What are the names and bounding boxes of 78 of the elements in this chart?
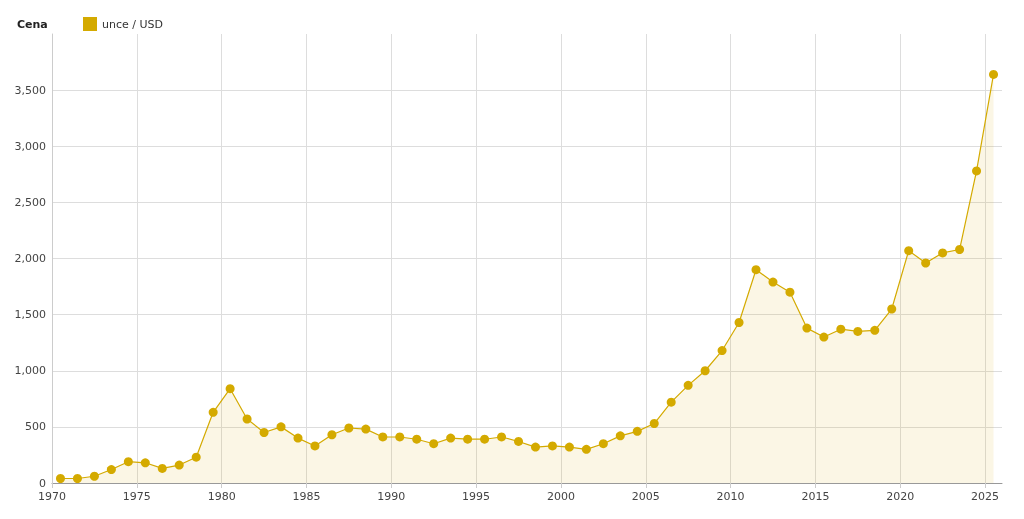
y-tick-label: 500 — [25, 420, 46, 434]
y-tick-label: 2,500 — [14, 195, 46, 209]
x-tick-label: 1980 — [207, 490, 236, 503]
point — [259, 427, 269, 437]
x-tick-label: 1985 — [292, 490, 321, 503]
point — [666, 397, 676, 407]
point — [361, 424, 371, 434]
y-tick-label: 3,000 — [14, 139, 46, 153]
point — [106, 465, 116, 475]
point — [157, 463, 167, 473]
point — [378, 432, 388, 442]
point — [581, 444, 591, 454]
point — [751, 265, 761, 275]
point — [700, 366, 710, 376]
point — [904, 246, 914, 256]
x-tick-label: 2005 — [631, 490, 660, 503]
x-tick-label: 1975 — [122, 490, 151, 503]
x-tick-label: 2010 — [716, 490, 745, 503]
point — [887, 304, 897, 314]
point — [598, 439, 608, 449]
point — [683, 380, 693, 390]
x-tick-label: 1970 — [38, 490, 66, 503]
point — [208, 407, 218, 417]
point — [497, 432, 507, 442]
point — [530, 442, 540, 452]
x-tick-label: 2025 — [971, 490, 1000, 503]
point — [514, 436, 524, 446]
x-tick-label: 2020 — [886, 490, 915, 503]
point — [174, 460, 184, 470]
point — [123, 457, 133, 467]
point — [972, 166, 982, 176]
y-tick-label: 1,000 — [14, 364, 46, 378]
point — [989, 69, 999, 79]
point — [327, 430, 337, 440]
legend-title: Cena — [17, 18, 48, 31]
point — [276, 422, 286, 432]
y-tick-label: 0 — [39, 476, 46, 490]
point — [293, 433, 303, 443]
y-tick-label: 2,000 — [14, 252, 46, 265]
point — [819, 332, 829, 342]
x-tick-label: 2015 — [801, 490, 830, 503]
point — [853, 326, 863, 336]
point — [564, 442, 574, 452]
point — [547, 441, 557, 451]
x-tick-label: 1990 — [377, 490, 406, 503]
y-tick-label: 1,500 — [14, 308, 46, 322]
point — [225, 384, 235, 394]
point — [768, 277, 778, 287]
point — [446, 433, 456, 443]
point — [72, 474, 82, 484]
point — [802, 323, 812, 333]
point — [140, 458, 150, 468]
point — [717, 346, 727, 356]
point — [480, 434, 490, 444]
point — [242, 414, 252, 424]
point — [836, 324, 846, 334]
point — [429, 439, 439, 449]
point — [649, 419, 659, 428]
point — [955, 245, 965, 255]
point — [191, 452, 201, 462]
y-tick-label: 3,500 — [14, 83, 46, 97]
point — [921, 258, 931, 268]
point — [734, 317, 744, 327]
legend-label: unce / USD — [102, 17, 163, 31]
point — [89, 471, 99, 481]
x-tick-label: 2000 — [546, 490, 575, 503]
point — [310, 441, 320, 451]
point — [55, 474, 65, 484]
point — [615, 431, 625, 441]
point — [938, 248, 948, 258]
point — [395, 432, 405, 442]
point — [632, 426, 642, 436]
point — [463, 434, 473, 444]
point — [870, 325, 880, 335]
point — [785, 287, 795, 297]
x-tick-label: 1995 — [462, 490, 491, 503]
point — [412, 434, 422, 444]
point — [344, 423, 354, 433]
